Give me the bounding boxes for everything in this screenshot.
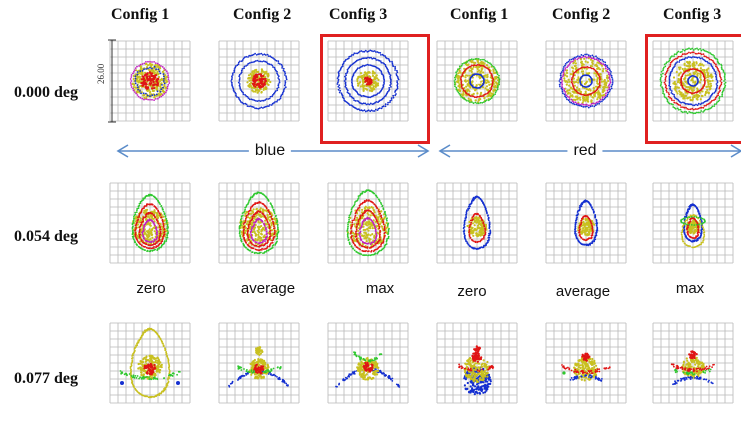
col-header-6: Config 3 [663,6,722,23]
spot-diagram-r2-c3 [327,182,409,264]
spot-diagram-r3-c5 [545,322,627,404]
red-arrow-right-head [730,144,741,158]
sublabel-zero-1: zero [136,280,166,297]
spot-diagram-r3-c2 [218,322,300,404]
row-header-1: 0.000 deg [14,84,78,101]
spot-diagram-r2-c6 [652,182,734,264]
blue-group-label: blue [248,142,292,160]
spot-diagram-r1-c2 [218,40,300,122]
col-header-1: Config 1 [111,6,170,23]
sublabel-max-1: max [365,280,395,297]
spot-diagram-r3-c4 [436,322,518,404]
row-header-3: 0.077 deg [14,370,78,387]
highlight-box-config3-blue [320,34,430,144]
col-header-2: Config 2 [233,6,292,23]
col-header-4: Config 1 [450,6,509,23]
spot-diagram-r3-c6 [652,322,734,404]
red-arrow-left-head [438,144,451,158]
scale-bar [108,39,116,123]
col-header-3: Config 3 [329,6,388,23]
spot-diagram-r2-c5 [545,182,627,264]
spot-diagram-r2-c4 [436,182,518,264]
row-header-2: 0.054 deg [14,228,78,245]
spot-diagram-r1-c4 [436,40,518,122]
sublabel-zero-2: zero [457,283,487,300]
spot-diagram-r3-c1 [109,322,191,404]
spot-diagram-r1-c3 [327,40,409,122]
sublabel-max-2: max [675,280,705,297]
highlight-box-config3-red [645,34,741,144]
sublabel-average-1: average [240,280,296,297]
spot-diagram-r2-c2 [218,182,300,264]
spot-diagram-r1-c5 [545,40,627,122]
spot-diagram-r2-c1 [109,182,191,264]
blue-arrow-right-head [417,144,430,158]
sublabel-average-2: average [555,283,611,300]
col-header-5: Config 2 [552,6,611,23]
spot-diagram-r1-c1 [109,40,191,122]
red-group-label: red [567,142,603,160]
spot-diagram-r3-c3 [327,322,409,404]
spot-diagram-r1-c6 [652,40,734,122]
blue-arrow-left-head [116,144,129,158]
